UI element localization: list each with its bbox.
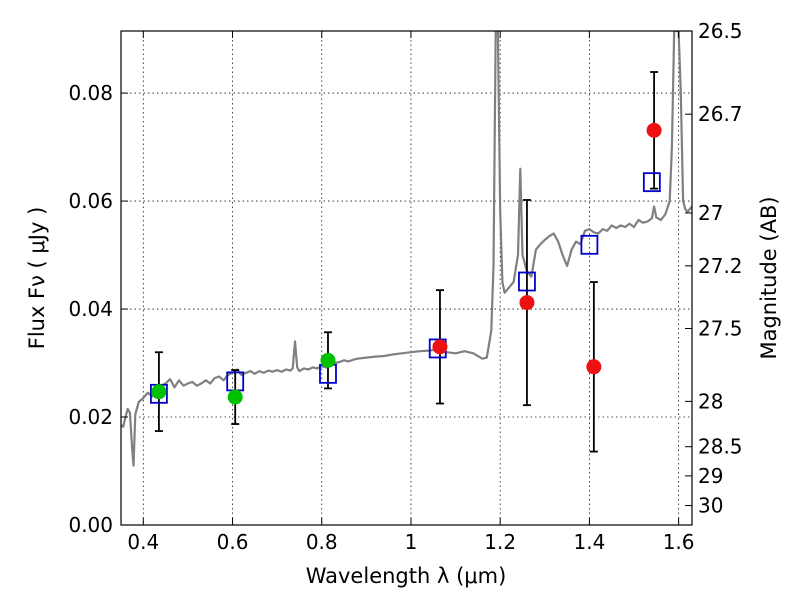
y-tick-label: 0.08	[68, 81, 113, 105]
y2-tick-label: 26.5	[698, 19, 743, 43]
x-tick-label: 0.6	[217, 530, 249, 554]
observed-point-green	[151, 384, 167, 400]
observed-point-green	[227, 389, 243, 405]
y2-tick-label: 26.7	[698, 102, 743, 126]
model-spectrum-layer	[121, 31, 692, 467]
y2-tick-label: 28	[698, 389, 723, 413]
observed-point-red	[646, 122, 662, 138]
observed-point-red	[586, 359, 602, 375]
x-axis-label: Wavelength λ (μm)	[306, 564, 507, 588]
observed-point-red	[519, 295, 535, 311]
y-tick-label: 0.00	[68, 513, 113, 537]
observed-point-green	[320, 352, 336, 368]
model-photometry-square	[642, 172, 661, 193]
x-tick-label: 1.6	[663, 530, 695, 554]
y-tick-label: 0.04	[68, 297, 113, 321]
model-spectrum-line	[121, 31, 692, 467]
y-tick-label: 0.02	[68, 405, 113, 429]
data-points-layer	[150, 71, 662, 453]
model-photometry-square	[518, 271, 536, 292]
observed-point-red	[432, 339, 448, 355]
y2-axis-label: Magnitude (AB)	[757, 196, 781, 359]
axes-layer: 0.4 0.6 0.8 1 1.2 1.4 1.6 0.00 0.02 0.04 0.06 0.08 2…	[68, 19, 742, 554]
y2-tick-label: 27	[698, 201, 723, 225]
x-tick-label: 0.4	[127, 530, 159, 554]
y-axis-label: Flux Fν ( μJy )	[25, 207, 49, 350]
y2-tick-label: 29	[698, 464, 723, 488]
x-tick-label: 1	[405, 530, 418, 554]
y2-tick-label: 28.5	[698, 435, 743, 459]
x-tick-label: 1.2	[484, 530, 516, 554]
y2-tick-label: 27.2	[698, 254, 743, 278]
model-photometry-square	[580, 234, 599, 255]
x-tick-label: 1.4	[573, 530, 605, 554]
plot-frame	[120, 30, 693, 526]
x-tick-label: 0.8	[306, 530, 338, 554]
y2-tick-label: 27.5	[698, 316, 743, 340]
y2-tick-label: 30	[698, 494, 723, 518]
y-tick-label: 0.06	[68, 189, 113, 213]
